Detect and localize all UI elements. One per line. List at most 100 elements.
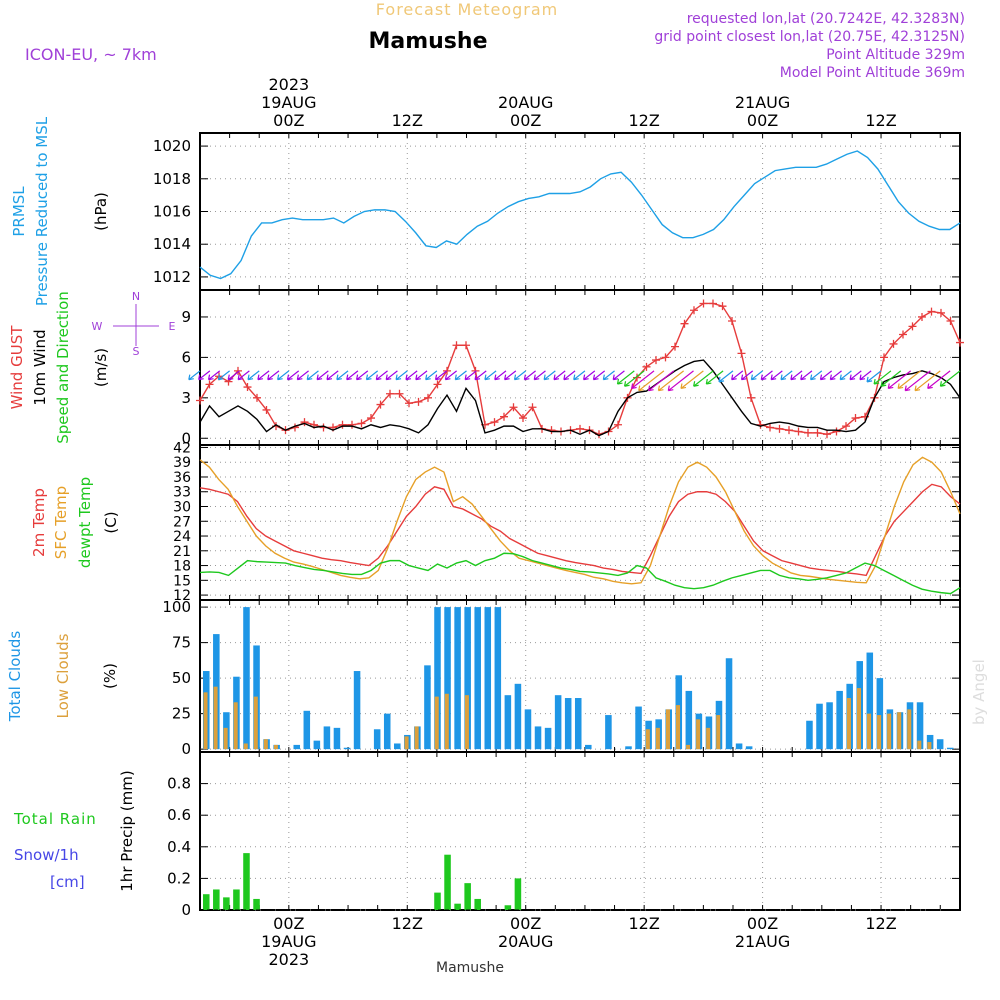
y-tick-label: 12	[173, 588, 191, 604]
gust-marker	[775, 424, 784, 433]
clouds-bar	[887, 713, 892, 750]
compass-rose: N S W E	[92, 290, 176, 358]
wind-arrow	[647, 370, 675, 392]
pressure-panel: 1012 1014 1016 1018 1020 PRMSL Pressure Reduce…	[10, 116, 961, 306]
gust-marker	[338, 420, 347, 429]
gust-marker	[462, 341, 470, 350]
clouds-bar	[554, 695, 562, 750]
gust-marker	[633, 373, 641, 382]
wind-arrow	[680, 370, 704, 390]
clouds-bar	[434, 607, 441, 750]
clouds-unit: (%)	[101, 663, 119, 689]
wind-arrow	[464, 370, 477, 381]
bottom-time-label: 00Z	[273, 914, 304, 933]
wind-arrow	[513, 370, 527, 381]
clouds-bar	[877, 715, 882, 750]
wind-arrow	[939, 370, 961, 387]
wind-arrow	[267, 370, 280, 381]
bottom-time-label: 12Z	[628, 914, 659, 933]
gust-marker	[652, 356, 660, 365]
compass-n: N	[132, 290, 140, 303]
gust-marker	[671, 342, 679, 351]
wind-arrow	[237, 370, 250, 381]
top-time-label: 2023	[268, 75, 309, 94]
product-title: Forecast Meteogram	[376, 0, 558, 19]
clouds-bar	[474, 607, 481, 750]
clouds-bar	[323, 726, 331, 750]
gust-marker	[851, 414, 860, 423]
precip-unit: 1hr Precip (mm)	[118, 770, 136, 891]
top-time-label: 12Z	[628, 111, 659, 130]
precip-bar	[464, 883, 471, 910]
low-clouds-label: Low Clouds	[54, 633, 72, 718]
wind-arrow	[897, 370, 921, 390]
snow-label: Snow/1h	[14, 846, 79, 864]
wind-arrow	[454, 370, 467, 381]
clouds-bar	[353, 671, 361, 750]
bottom-time-label: 00Z	[510, 914, 541, 933]
model-altitude: Model Point Altitude 369m	[780, 65, 965, 81]
wind-arrow	[356, 370, 369, 381]
clouds-bar	[856, 688, 861, 750]
wind-arrow	[227, 370, 240, 381]
wind-arrow	[705, 370, 724, 385]
wind-arrow	[667, 370, 694, 392]
compass-e: E	[169, 320, 176, 333]
precip-bar	[253, 898, 260, 910]
clouds-bar	[946, 747, 954, 750]
clouds-bar	[313, 740, 321, 750]
precip-bar	[213, 889, 220, 910]
clouds-bar	[414, 726, 419, 750]
precip-panel: 0 0.2 0.4 0.6 0.8 Total Rain Snow/1h [cm] 1hr Pr…	[13, 751, 961, 919]
clouds-bar	[444, 693, 449, 750]
y-tick-label: 0	[181, 429, 191, 447]
gust-label: Wind GUST	[8, 325, 26, 410]
precip-bar	[504, 905, 512, 910]
clouds-bar	[564, 698, 572, 750]
wind-arrow	[257, 370, 270, 381]
clouds-bar	[454, 607, 461, 750]
gust-marker	[243, 383, 252, 392]
clouds-bar	[253, 696, 258, 750]
precip-bar	[474, 898, 481, 910]
clouds-panel: 0 25 50 75 100 Total Clouds Low Clouds (%)	[6, 598, 961, 758]
wind-arrow	[533, 370, 546, 381]
rain-label: Total Rain	[13, 810, 97, 828]
wind-arrow	[543, 370, 556, 381]
gust-marker	[794, 427, 803, 436]
wind-arrow	[819, 370, 833, 381]
precip-bar	[203, 894, 210, 910]
wind-gust-line	[199, 302, 961, 435]
clouds-bar	[303, 710, 311, 750]
top-time-label: 00Z	[510, 111, 541, 130]
y-tick-label: 0.4	[167, 838, 191, 856]
clouds-bar	[464, 695, 469, 750]
y-tick-label: 75	[172, 634, 191, 652]
10m-wind-line	[199, 359, 961, 437]
top-time-label: 00Z	[273, 111, 304, 130]
clouds-bar	[876, 678, 884, 750]
wind-arrow	[904, 370, 931, 392]
y-tick-label: 1012	[153, 268, 191, 286]
y-tick-label: 6	[181, 348, 191, 366]
gust-marker	[367, 414, 375, 423]
gust-marker	[405, 399, 413, 408]
gust-marker	[813, 428, 822, 437]
gust-marker	[832, 427, 841, 436]
wind-unit: (m/s)	[92, 348, 110, 387]
y-tick-label: 50	[172, 669, 191, 687]
clouds-bar	[394, 743, 401, 750]
clouds-bar	[665, 709, 670, 750]
wind-direction-label: Speed and Direction	[54, 291, 72, 444]
top-time-label: 21AUG	[735, 93, 790, 112]
gust-marker	[661, 353, 670, 362]
wind-arrow	[592, 370, 606, 381]
wind-arrow	[444, 370, 457, 381]
model-label: ICON-EU, ~ 7km	[25, 45, 157, 64]
gust-marker	[718, 302, 727, 311]
gust-marker	[509, 403, 518, 412]
clouds-bar	[907, 709, 912, 750]
clouds-bar	[223, 727, 228, 750]
